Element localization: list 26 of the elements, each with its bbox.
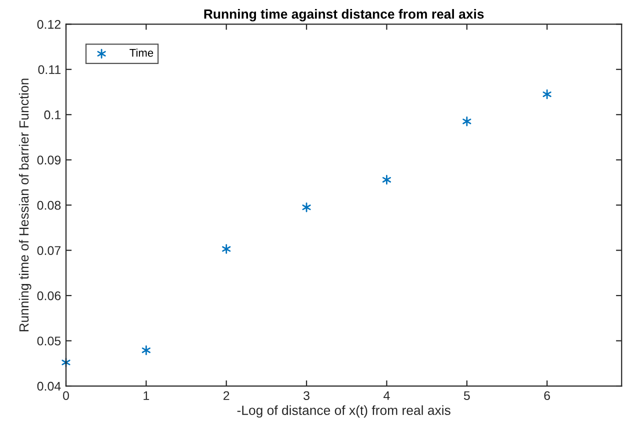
point bbox=[542, 89, 552, 100]
point bbox=[382, 174, 392, 185]
point bbox=[222, 244, 231, 254]
x-tick-label: 6 bbox=[544, 391, 550, 400]
point bbox=[142, 345, 150, 356]
y-axis-title: Running time of Hessian of barrier Function bbox=[18, 78, 32, 332]
y-tick-label: 0.11 bbox=[38, 65, 61, 74]
y-tick-label: 0.09 bbox=[37, 156, 61, 165]
y-tick-label: 0.08 bbox=[37, 200, 61, 210]
x-tick-label: 2 bbox=[224, 391, 230, 400]
y-tick-label: 0.07 bbox=[37, 246, 61, 255]
x-tick-label: 1 bbox=[144, 391, 150, 400]
y-tick-label: 0.04 bbox=[37, 382, 61, 391]
x-tick-label: 3 bbox=[304, 391, 310, 400]
legend-label: Time bbox=[130, 48, 154, 57]
x-tick-label: 5 bbox=[464, 391, 470, 400]
y-tick-label: 0.12 bbox=[37, 20, 61, 29]
y-tick-label: 0.06 bbox=[37, 291, 61, 300]
point bbox=[462, 116, 472, 126]
y-tick-label: 0.05 bbox=[37, 336, 61, 346]
point bbox=[302, 202, 311, 212]
x-tick-label: 4 bbox=[384, 391, 390, 400]
x-axis-title: -Log of distance of x(t) from real axis bbox=[237, 405, 450, 418]
x-tick-label: 0 bbox=[63, 391, 69, 400]
chart-title: Running time against distance from real axis bbox=[204, 9, 484, 22]
y-tick-label: 0.1 bbox=[44, 110, 61, 120]
